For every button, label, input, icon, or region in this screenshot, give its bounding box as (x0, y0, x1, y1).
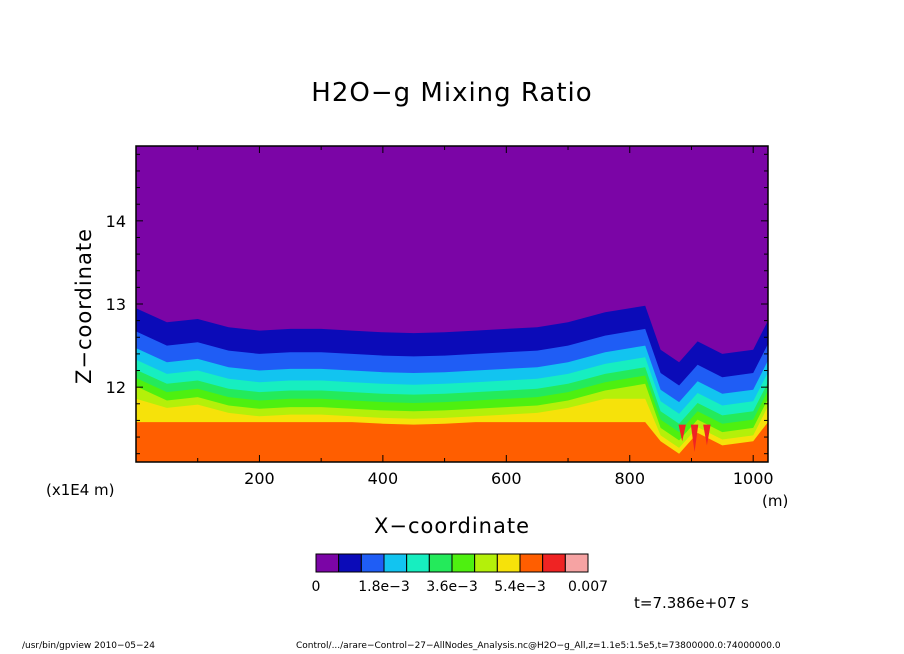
colorbar-swatch (496, 553, 521, 573)
colorbar-swatch (428, 553, 453, 573)
colorbar-tick-label: 1.8e−3 (358, 579, 410, 595)
x-tick-label: 600 (491, 469, 522, 488)
x-axis-unit: (m) (762, 492, 789, 510)
footer-program: /usr/bin/gpview 2010−05−24 (22, 641, 156, 651)
colorbar-tick-label: 3.6e−3 (426, 579, 478, 595)
colorbar-swatch (406, 553, 430, 573)
colorbar-tick-label: 0 (312, 579, 321, 595)
x-tick-label: 200 (244, 469, 275, 488)
x-axis: 200 400 600 800 1000 (197, 146, 774, 488)
x-tick-label: 800 (614, 469, 645, 488)
colorbar-swatch (338, 553, 362, 573)
y-tick-label: 13 (106, 295, 126, 314)
colorbar-swatch (474, 553, 498, 573)
colorbar-swatch (564, 553, 589, 573)
y-axis-label: Z−coordinate (72, 228, 96, 384)
y-axis-unit: (x1E4 m) (46, 481, 115, 499)
colorbar-swatch (519, 553, 544, 573)
colorbar-swatch (315, 553, 340, 573)
x-tick-label: 1000 (733, 469, 774, 488)
colorbar-swatch (383, 553, 408, 573)
contour-spike-1 (678, 424, 686, 442)
contour-spike-3 (703, 424, 711, 446)
y-axis: 12 13 14 (106, 153, 768, 455)
colorbar-swatch (542, 553, 566, 573)
colorbar: 0 1.8e−3 3.6e−3 5.4e−3 0.007 (312, 553, 608, 595)
colorbar-tick-label: 0.007 (568, 579, 608, 595)
x-axis-label: X−coordinate (374, 514, 530, 538)
footer-source: Control/.../arare−Control−27−AllNodes_An… (296, 641, 781, 651)
y-tick-label: 14 (106, 212, 126, 231)
colorbar-swatch (360, 553, 385, 573)
time-annotation: t=7.386e+07 s (634, 594, 749, 612)
colorbar-swatch (451, 553, 476, 573)
colorbar-tick-label: 5.4e−3 (494, 579, 546, 595)
y-tick-label: 12 (106, 378, 126, 397)
plot-area (136, 146, 768, 462)
chart-title: H2O−g Mixing Ratio (311, 78, 593, 108)
x-tick-label: 400 (368, 469, 399, 488)
contour-band-9 (136, 422, 768, 462)
contour-spike-2 (690, 424, 699, 453)
